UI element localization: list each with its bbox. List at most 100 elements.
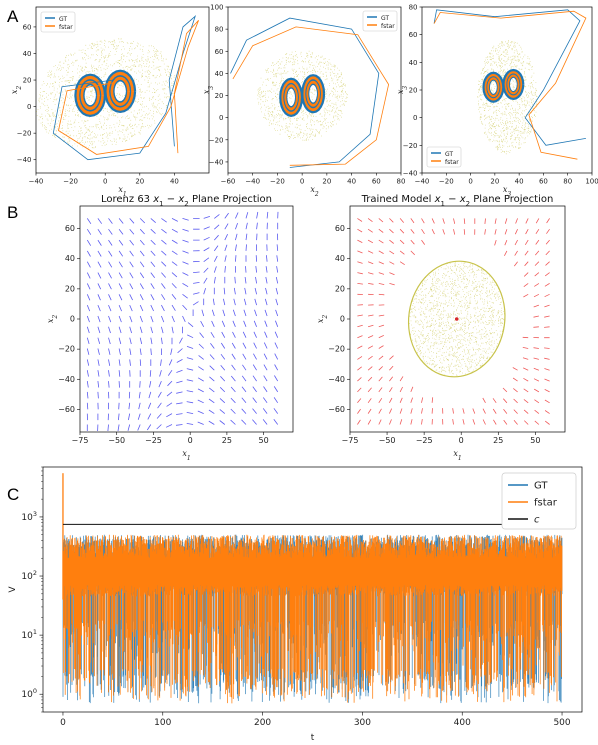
fstar-trajectory bbox=[232, 26, 390, 166]
legend-label-gt: GT bbox=[59, 16, 67, 23]
legend-box bbox=[40, 11, 76, 33]
x-tick-label: −60 bbox=[221, 178, 236, 186]
attractor-orbit bbox=[112, 79, 129, 104]
x-tick-label: −50 bbox=[379, 436, 396, 445]
x-tick-label: 80 bbox=[397, 178, 406, 186]
legend-label-c: c bbox=[534, 515, 540, 526]
legend-label-fstar: fstar bbox=[534, 498, 558, 509]
y-axis-label: x2 bbox=[10, 86, 23, 95]
y-tick-label: 80 bbox=[409, 4, 418, 12]
y-tick-label: 101 bbox=[21, 628, 37, 641]
y-tick-label: −40 bbox=[58, 375, 75, 384]
y-axis-label: x3 bbox=[202, 86, 215, 95]
y-tick-label: −20 bbox=[17, 130, 32, 138]
attractor-orbit bbox=[76, 76, 104, 114]
y-tick-label: −20 bbox=[58, 345, 75, 354]
y-tick-label: 100 bbox=[210, 4, 223, 12]
x-tick-label: 25 bbox=[493, 436, 503, 445]
center-point bbox=[454, 317, 459, 321]
y-tick-label: 80 bbox=[215, 26, 224, 34]
attractor-orbit bbox=[301, 74, 326, 114]
x-tick-label: −25 bbox=[416, 436, 433, 445]
gt-trajectory bbox=[230, 17, 380, 168]
vector-field-arrows bbox=[86, 211, 279, 432]
legend-label-gt: GT bbox=[381, 15, 389, 22]
y-tick-label: −60 bbox=[58, 405, 75, 414]
y-tick-label: 20 bbox=[335, 284, 345, 293]
x-tick-label: 40 bbox=[515, 178, 524, 186]
gt-trajectory bbox=[52, 15, 197, 161]
y-tick-label: 40 bbox=[65, 254, 75, 263]
y-tick-label: 20 bbox=[65, 284, 75, 293]
y-tick-label: −40 bbox=[17, 156, 32, 164]
x-tick-label: 0 bbox=[468, 178, 472, 186]
y-axis-label: V bbox=[8, 586, 18, 593]
y-tick-label: −20 bbox=[328, 345, 345, 354]
x-tick-label: 20 bbox=[322, 178, 331, 186]
panel-letter-a: A bbox=[7, 7, 19, 26]
y-tick-label: 40 bbox=[335, 254, 345, 263]
sample-cloud bbox=[409, 261, 505, 377]
attractor-orbit bbox=[502, 68, 525, 101]
panel-c-plot: 0 100 200 300 400 500 100 101 102 103 t V GT fstar c bbox=[8, 466, 583, 743]
attractor-orbit bbox=[105, 71, 135, 112]
x-axis-label: x2 bbox=[310, 185, 319, 198]
x-axis-label: x1 bbox=[453, 449, 461, 462]
y-tick-label: −20 bbox=[209, 136, 224, 144]
axes-frame bbox=[227, 6, 402, 174]
x-tick-label: 25 bbox=[222, 436, 232, 445]
plot-title: Lorenz 63 x1 − x2 Plane Projection bbox=[101, 194, 272, 208]
attractor-orbit bbox=[482, 71, 505, 103]
x-tick-label: 400 bbox=[454, 718, 471, 728]
legend-box bbox=[362, 10, 398, 32]
y-tick-label: 60 bbox=[65, 224, 75, 233]
x-tick-label: 0 bbox=[103, 178, 107, 186]
y-tick-label: −40 bbox=[209, 158, 224, 166]
y-tick-label: 60 bbox=[215, 48, 224, 56]
x-tick-label: 50 bbox=[530, 436, 540, 445]
y-tick-label: 60 bbox=[23, 23, 32, 31]
y-tick-label: −40 bbox=[403, 170, 418, 178]
x-tick-label: 0 bbox=[300, 178, 304, 186]
attractor-orbit bbox=[108, 74, 133, 109]
y-tick-label: 60 bbox=[409, 31, 418, 39]
y-axis-label: x3 bbox=[396, 86, 409, 95]
y-tick-label: −20 bbox=[403, 142, 418, 150]
x-tick-label: 0 bbox=[60, 718, 66, 728]
x-tick-label: 40 bbox=[170, 178, 179, 186]
y-tick-label: −40 bbox=[328, 375, 345, 384]
attractor-orbit bbox=[74, 73, 107, 118]
y-tick-label: 0 bbox=[413, 114, 417, 122]
x-tick-label: 60 bbox=[539, 178, 548, 186]
vector-field-arrows bbox=[357, 218, 550, 425]
x-axis-label: x1 bbox=[118, 185, 126, 198]
attractor-orbit bbox=[78, 78, 103, 113]
x-tick-label: −75 bbox=[342, 436, 359, 445]
x-tick-label: 500 bbox=[553, 718, 570, 728]
x-tick-label: −40 bbox=[29, 178, 44, 186]
fstar-trajectory bbox=[433, 10, 587, 160]
y-tick-label: 0 bbox=[340, 315, 345, 324]
x-tick-label: 0 bbox=[188, 436, 193, 445]
attractor-orbit bbox=[80, 81, 100, 110]
x-tick-label: −40 bbox=[245, 178, 260, 186]
x-axis-label: t bbox=[311, 733, 315, 743]
x-tick-label: 300 bbox=[354, 718, 371, 728]
legend-label-gt: GT bbox=[534, 481, 548, 492]
legend-box bbox=[501, 472, 577, 530]
x-tick-label: 50 bbox=[259, 436, 269, 445]
y-tick-label: 20 bbox=[23, 77, 32, 85]
x-tick-label: −20 bbox=[439, 178, 454, 186]
plot-title: Trained Model x1 − x2 Plane Projection bbox=[361, 194, 554, 208]
legend-box bbox=[426, 146, 462, 168]
panel-letter-c: C bbox=[7, 485, 19, 504]
y-tick-label: 40 bbox=[23, 50, 32, 58]
y-tick-label: 103 bbox=[21, 510, 37, 523]
legend-label-gt: GT bbox=[445, 151, 453, 158]
gt-trajectory bbox=[433, 9, 586, 146]
x-tick-label: −25 bbox=[145, 436, 162, 445]
y-tick-label: 40 bbox=[409, 59, 418, 67]
x-tick-label: 20 bbox=[490, 178, 499, 186]
